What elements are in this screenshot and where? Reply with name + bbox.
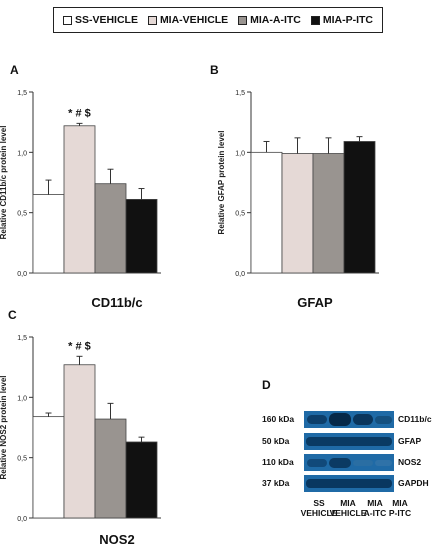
- kda-label-160: 160 kDa: [262, 414, 295, 424]
- kda-label-110: 110 kDa: [262, 457, 294, 467]
- blot-strip-nos2: [304, 454, 394, 471]
- band-cd11bc-2: [329, 413, 351, 426]
- chart-b-bar-0: [250, 151, 283, 274]
- chart-c-tick-label-2: 1,0: [17, 395, 27, 402]
- legend-label-mia-p-itc: MIA-P-ITC: [322, 14, 374, 26]
- legend-label-ss-vehicle: SS-VEHICLE: [74, 14, 138, 26]
- chart-b-bar-3: [343, 141, 376, 274]
- band-cd11bc-4: [375, 416, 392, 424]
- chart-c-bar-0: [32, 416, 65, 519]
- lane-label-mia-a-itc-line1: MIA: [367, 498, 383, 508]
- chart-c-tick-label-3: 1,5: [17, 335, 27, 342]
- lane-label-mia-a-itc-line2: A-ITC: [363, 508, 387, 518]
- band-nos2-3: [353, 460, 373, 466]
- lane-label-ss-vehicle: SS VEHICLE: [299, 498, 339, 518]
- blot-strip-gapdh: [304, 475, 394, 492]
- chart-nos2: 0,0 0,5 1,0 1,5 Relative NOS2 protein level *…: [0, 335, 161, 523]
- panel-letter-c: C: [8, 308, 17, 322]
- lane-label-mia-p-itc-line1: MIA: [392, 498, 408, 508]
- chart-gfap: 0,0 0,5 1,0 1,5 Relative GFAP protein level: [217, 90, 379, 278]
- lane-label-mia-vehicle: MIA VEHICLE: [328, 498, 368, 518]
- chart-c-tick-label-1: 0,5: [17, 456, 27, 463]
- band-nos2-2: [329, 458, 351, 468]
- chart-a-bar-0: [32, 194, 65, 274]
- lane-label-mia-a-itc: MIA A-ITC: [355, 498, 395, 518]
- chart-c-bar-2: [94, 418, 127, 519]
- chart-a-tick-label-1: 0,5: [17, 211, 27, 218]
- chart-a-tick-label-0: 0,0: [17, 271, 27, 278]
- chart-c-bar-3: [125, 441, 158, 519]
- lane-label-mia-vehicle-line2: VEHICLE: [329, 508, 367, 518]
- chart-a-bar-2: [94, 183, 127, 274]
- band-gapdh-1: [306, 479, 392, 488]
- chart-c-y-label: Relative NOS2 protein level: [0, 375, 8, 479]
- kda-label-37: 37 kDa: [262, 478, 290, 488]
- lane-label-ss-vehicle-line2: VEHICLE: [300, 508, 338, 518]
- chart-a-tick-label-2: 1,0: [17, 150, 27, 157]
- chart-c-bar-1: [63, 364, 96, 519]
- band-nos2-4: [375, 460, 392, 466]
- chart-b-tick-label-0: 0,0: [235, 271, 245, 278]
- panel-letter-a: A: [10, 63, 19, 77]
- chart-cd11bc: 0,0 0,5 1,0 1,5 Relative CD11b/c protein lev…: [0, 90, 161, 278]
- panel-letter-b: B: [210, 63, 219, 77]
- western-blot-panel: 160 kDa 50 kDa 110 kDa 37 kDa CD11b/c GF…: [256, 408, 432, 548]
- chart-title-cd11bc: CD11b/c: [91, 295, 143, 310]
- legend-swatch-ss-vehicle: [62, 15, 72, 25]
- protein-label-nos2: NOS2: [398, 457, 422, 467]
- chart-b-bar-1: [281, 153, 314, 274]
- blot-strip-gfap: [304, 433, 394, 450]
- chart-a-bar-1: [63, 125, 96, 274]
- blot-strip-cd11bc: [304, 411, 394, 428]
- chart-c-tick-label-0: 0,0: [17, 516, 27, 523]
- legend-swatch-mia-a-itc: [238, 15, 248, 25]
- chart-b-tick-label-2: 1,0: [235, 150, 245, 157]
- legend: SS-VEHICLE MIA-VEHICLE MIA-A-ITC MIA-P-I…: [53, 7, 383, 33]
- legend-label-mia-a-itc: MIA-A-ITC: [250, 14, 301, 26]
- chart-a-y-label: Relative CD11b/c protein level: [0, 126, 8, 240]
- chart-a-significance: * # $: [68, 107, 91, 119]
- protein-label-gapdh: GAPDH: [398, 478, 429, 488]
- chart-b-bar-2: [312, 153, 345, 274]
- panel-letter-d: D: [262, 378, 271, 392]
- legend-label-mia-vehicle: MIA-VEHICLE: [159, 14, 229, 26]
- band-cd11bc-1: [307, 415, 327, 424]
- chart-c-significance: * # $: [68, 340, 91, 352]
- kda-label-50: 50 kDa: [262, 436, 290, 446]
- chart-b-y-label: Relative GFAP protein level: [217, 131, 226, 235]
- chart-b-tick-label-3: 1,5: [235, 90, 245, 97]
- chart-a-bar-3: [125, 198, 158, 274]
- chart-b-tick-label-1: 0,5: [235, 211, 245, 218]
- band-nos2-1: [307, 459, 327, 467]
- legend-swatch-mia-p-itc: [310, 15, 320, 25]
- protein-label-cd11bc: CD11b/c: [398, 414, 432, 424]
- band-gfap-1: [306, 437, 392, 446]
- lane-label-mia-p-itc: MIA P-ITC: [380, 498, 420, 518]
- protein-label-gfap: GFAP: [398, 436, 422, 446]
- legend-swatch-mia-vehicle: [147, 15, 157, 25]
- chart-a-tick-label-3: 1,5: [17, 90, 27, 97]
- legend-item-mia-vehicle: MIA-VEHICLE: [147, 14, 229, 26]
- lane-label-mia-p-itc-line2: P-ITC: [388, 508, 412, 518]
- lane-label-ss-vehicle-line1: SS: [313, 498, 325, 508]
- legend-item-ss-vehicle: SS-VEHICLE: [62, 14, 138, 26]
- chart-title-nos2: NOS2: [99, 532, 135, 547]
- legend-item-mia-p-itc: MIA-P-ITC: [310, 14, 374, 26]
- lane-label-mia-vehicle-line1: MIA: [340, 498, 356, 508]
- band-cd11bc-3: [353, 414, 373, 425]
- chart-title-gfap: GFAP: [297, 295, 333, 310]
- legend-item-mia-a-itc: MIA-A-ITC: [238, 14, 301, 26]
